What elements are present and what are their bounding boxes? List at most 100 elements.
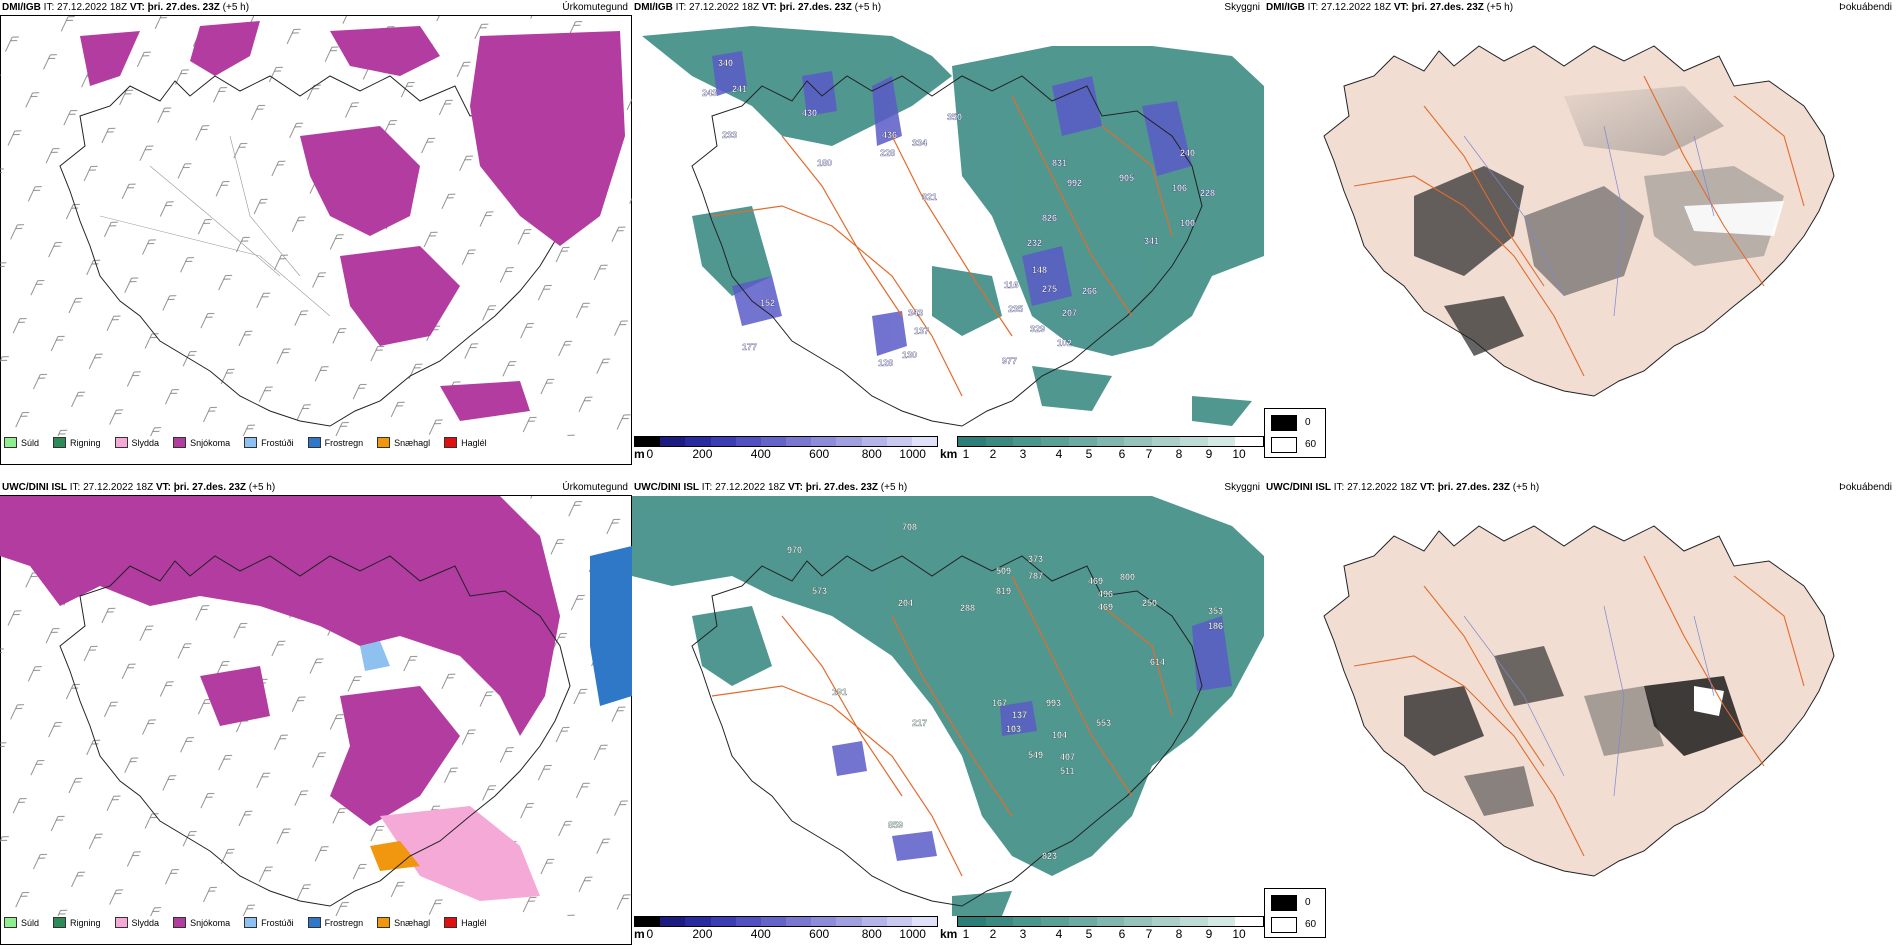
valid-time: þri. 27.des. 23Z <box>1408 2 1484 13</box>
ceiling-label: 373 <box>1028 554 1043 564</box>
ceiling-label: 819 <box>996 586 1011 596</box>
ceiling-label: 905 <box>1119 173 1134 183</box>
fog-swatch-low <box>1271 917 1297 933</box>
legend-label: Frostúði <box>261 917 294 928</box>
ceiling-label: 826 <box>1042 213 1057 223</box>
ceiling-label: 341 <box>1144 236 1159 246</box>
ceiling-label: 970 <box>787 545 802 555</box>
tick-label: 400 <box>750 447 771 461</box>
legend-label: Frostregn <box>324 437 364 448</box>
precip-type-legend: Súld Rigning Slydda Snjókoma Frostúði Fr… <box>4 917 487 928</box>
model-name: DMI/IGB <box>2 2 41 13</box>
legend-label: Súld <box>21 917 40 928</box>
ceiling-label: 180 <box>817 158 832 168</box>
ceiling-label: 228 <box>1200 188 1215 198</box>
legend-item-rain: Rigning <box>53 917 101 928</box>
legend-label: Frostregn <box>324 917 364 928</box>
fog-areas <box>1404 646 1744 816</box>
snow-pellets-swatch <box>377 917 391 928</box>
visibility-map: 970 573 708 204 288 509 373 787 819 469 … <box>632 496 1264 916</box>
snow-area <box>80 21 625 421</box>
fog-index-panel-uwc: UWC/DINI ISL IT: 27.12.2022 18Z VT: þri.… <box>1264 480 1896 948</box>
panel-header: DMI/IGB IT: 27.12.2022 18Z VT: þri. 27.d… <box>2 2 249 13</box>
ceiling-label: 407 <box>1060 752 1075 762</box>
snow-pellets-swatch <box>377 437 391 448</box>
ceiling-label: 233 <box>722 130 737 140</box>
legend-item-freezing-drizzle: Frostúði <box>244 437 294 448</box>
ceiling-label: 167 <box>992 698 1007 708</box>
valid-time: þri. 27.des. 23Z <box>802 482 878 493</box>
tick-label: 800 <box>861 447 882 461</box>
road-network <box>711 575 1173 877</box>
ceiling-label: 436 <box>882 130 897 140</box>
drizzle-swatch <box>4 437 17 448</box>
legend-item-sleet: Slydda <box>114 437 159 448</box>
fog-index-legend: 0 60 <box>1264 888 1326 938</box>
valid-time: þri. 27.des. 23Z <box>1434 482 1510 493</box>
ceiling-label: 334 <box>912 138 927 148</box>
panel-title: Þokuábendi <box>1839 482 1892 493</box>
lead-time: (+5 h) <box>1483 2 1514 13</box>
hail-swatch <box>444 437 458 448</box>
ceiling-label: 100 <box>1180 218 1195 228</box>
init-time: IT: 27.12.2022 18Z <box>67 482 156 493</box>
ceiling-label: 137 <box>914 326 929 336</box>
ceiling-label: 511 <box>1060 766 1075 776</box>
fog-index-map <box>1323 525 1835 877</box>
legend-label: Rigning <box>70 917 101 928</box>
ceiling-label: 250 <box>1142 598 1157 608</box>
tick-label: 9 <box>1205 447 1213 461</box>
ceiling-label: 823 <box>1042 851 1057 861</box>
panel-header: UWC/DINI ISL IT: 27.12.2022 18Z VT: þri.… <box>634 482 907 493</box>
legend-label: Snjókoma <box>190 437 231 448</box>
freezing-rain-swatch <box>307 437 321 448</box>
ceiling-label: 177 <box>742 342 757 352</box>
legend-item-snow: Snjókoma <box>173 437 230 448</box>
ceiling-label: 992 <box>1067 178 1082 188</box>
legend-label: Súld <box>21 437 40 448</box>
fog-swatch-low <box>1271 437 1297 453</box>
tick-label: 600 <box>809 447 830 461</box>
legend-item-drizzle: Súld <box>4 917 39 928</box>
legend-item-freezing-rain: Frostregn <box>307 437 364 448</box>
sleet-swatch <box>114 917 128 928</box>
ceiling-label: 469 <box>1098 602 1113 612</box>
roads <box>99 135 331 317</box>
tick-label: 800 <box>861 927 882 941</box>
rivers <box>1463 125 1715 317</box>
legend-item-snow-pellets: Snæhagl <box>377 917 430 928</box>
tick-label: 5 <box>1085 447 1093 461</box>
legend-value: 0 <box>1305 417 1311 428</box>
tick-label: 7 <box>1145 927 1153 941</box>
lead-time: (+5 h) <box>246 482 276 493</box>
ceiling-label: 553 <box>1096 718 1111 728</box>
panel-header: UWC/DINI ISL IT: 27.12.2022 18Z VT: þri.… <box>2 482 275 493</box>
precip-type-panel-dmi: DMI/IGB IT: 27.12.2022 18Z VT: þri. 27.d… <box>0 0 632 468</box>
model-name: UWC/DINI ISL <box>1266 482 1331 493</box>
fog-index-legend: 0 60 <box>1264 408 1326 458</box>
ceiling-label: 573 <box>812 586 827 596</box>
rain-swatch <box>53 917 67 928</box>
ceiling-label: 549 <box>1028 750 1043 760</box>
visibility-colorbar <box>957 916 1264 927</box>
precip-map <box>0 16 632 436</box>
ceiling-label: 103 <box>1006 724 1021 734</box>
model-name: UWC/DINI ISL <box>2 482 67 493</box>
model-name: UWC/DINI ISL <box>634 482 699 493</box>
ceiling-label: 800 <box>1120 572 1135 582</box>
ceiling-label: 266 <box>1082 286 1097 296</box>
ceiling-label: 116 <box>1004 280 1019 290</box>
legend-label: Haglél <box>461 437 487 448</box>
ceiling-label: 708 <box>902 522 917 532</box>
ceiling-label: 241 <box>732 84 747 94</box>
road-network <box>1353 75 1805 377</box>
tick-label: 7 <box>1145 447 1153 461</box>
lead-time: (+5 h) <box>851 2 882 13</box>
ceiling-labels: 340 243 241 233 430 180 228 334 350 831 … <box>702 58 1215 368</box>
legend-item-hail: Haglél <box>444 437 487 448</box>
init-time: IT: 27.12.2022 18Z <box>672 2 762 13</box>
ceiling-label: 787 <box>1028 571 1043 581</box>
tick-label: 4 <box>1055 927 1063 941</box>
panel-header: UWC/DINI ISL IT: 27.12.2022 18Z VT: þri.… <box>1266 482 1539 493</box>
ceiling-label: 217 <box>912 718 927 728</box>
